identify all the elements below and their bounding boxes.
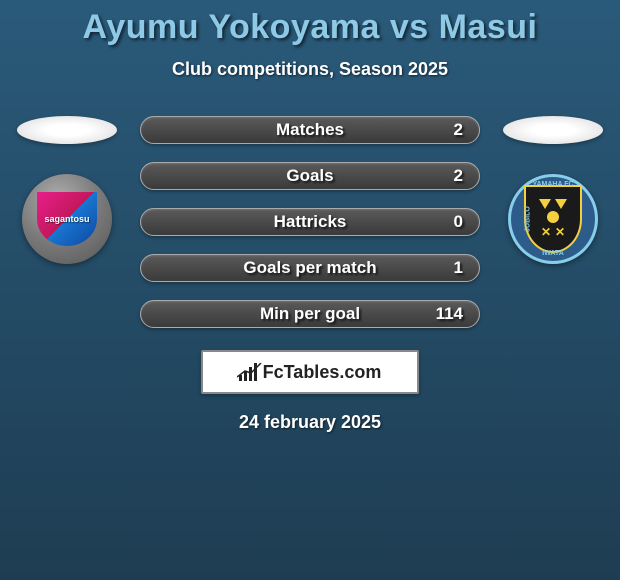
- right-crest-text-left: JUBILO: [524, 206, 531, 232]
- page-title: Ayumu Yokoyama vs Masui: [0, 8, 620, 47]
- right-player-ellipse: [503, 116, 603, 144]
- bar-chart-icon: [239, 363, 257, 381]
- stat-label: Goals: [286, 166, 333, 186]
- date-text: 24 february 2025: [239, 412, 381, 433]
- content-row: sagantosu Matches 2 Goals 2 Hattricks 0 …: [0, 116, 620, 328]
- stat-label: Goals per match: [243, 258, 376, 278]
- left-crest-shield: sagantosu: [37, 192, 97, 246]
- stat-bar-hattricks: Hattricks 0: [140, 208, 480, 236]
- left-player-ellipse: [17, 116, 117, 144]
- chevrons-icon: [539, 199, 567, 209]
- stat-bar-goals: Goals 2: [140, 162, 480, 190]
- right-team-crest[interactable]: YAMAHA FC ✕✕ IWATA JUBILO: [508, 174, 598, 264]
- stats-bars: Matches 2 Goals 2 Hattricks 0 Goals per …: [140, 116, 480, 328]
- branding-text: FcTables.com: [263, 362, 382, 383]
- right-crest-shield: ✕✕: [524, 185, 582, 253]
- stat-label: Min per goal: [260, 304, 360, 324]
- stat-value-right: 114: [436, 304, 463, 324]
- footer: FcTables.com 24 february 2025: [0, 350, 620, 433]
- right-side: YAMAHA FC ✕✕ IWATA JUBILO: [498, 116, 608, 264]
- stat-label: Matches: [276, 120, 344, 140]
- left-team-crest[interactable]: sagantosu: [22, 174, 112, 264]
- stat-value-right: 0: [454, 212, 463, 232]
- right-crest-text-bottom: IWATA: [542, 250, 564, 257]
- right-crest-text-top: YAMAHA FC: [532, 181, 573, 188]
- stat-value-right: 2: [454, 120, 463, 140]
- comparison-card: Ayumu Yokoyama vs Masui Club competition…: [0, 0, 620, 433]
- stat-bar-matches: Matches 2: [140, 116, 480, 144]
- ball-icon: [547, 211, 559, 223]
- stat-value-right: 2: [454, 166, 463, 186]
- stat-bar-min-per-goal: Min per goal 114: [140, 300, 480, 328]
- cross-row-icon: ✕✕: [541, 225, 565, 239]
- stat-label: Hattricks: [274, 212, 347, 232]
- stat-bar-goals-per-match: Goals per match 1: [140, 254, 480, 282]
- left-crest-label: sagantosu: [44, 214, 89, 224]
- branding-card[interactable]: FcTables.com: [201, 350, 419, 394]
- left-side: sagantosu: [12, 116, 122, 264]
- subtitle: Club competitions, Season 2025: [0, 59, 620, 80]
- stat-value-right: 1: [454, 258, 463, 278]
